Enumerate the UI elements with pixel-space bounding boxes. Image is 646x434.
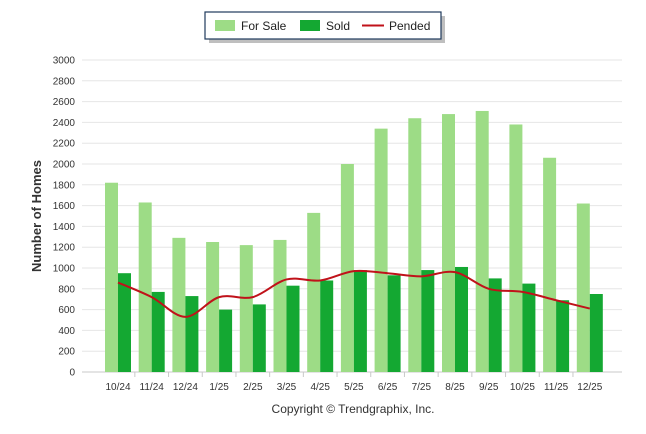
x-tick-label: 6/25 bbox=[378, 382, 398, 393]
x-tick-label: 4/25 bbox=[310, 382, 330, 393]
y-tick-label: 1800 bbox=[53, 180, 76, 191]
bar-sold-1-25 bbox=[219, 309, 233, 372]
bars bbox=[105, 110, 603, 373]
copyright-footer: Copyright © Trendgraphix, Inc. bbox=[272, 402, 435, 416]
legend-item-pended[interactable]: Pended bbox=[362, 19, 430, 33]
bar-sold-6-25 bbox=[387, 275, 401, 372]
y-tick-label: 2800 bbox=[53, 76, 76, 87]
x-axis-ticks: 10/24 11/24 12/24 1/25 2/25 3/25 4/25 5/25 6/25 7… bbox=[105, 372, 603, 393]
y-tick-label: 1400 bbox=[53, 222, 76, 233]
pended-line-layer bbox=[117, 269, 591, 318]
bar-sold-11-24 bbox=[151, 291, 165, 372]
x-tick-label: 9/25 bbox=[479, 382, 499, 393]
x-tick-label: 11/24 bbox=[140, 382, 165, 393]
legend-label: For Sale bbox=[241, 19, 287, 33]
y-axis-ticks: 0 200 400 600 800 1000 1200 1400 1600 1800 2000 220… bbox=[53, 56, 76, 379]
bar-for-sale-7-25 bbox=[408, 118, 422, 373]
bar-for-sale-12-24 bbox=[172, 237, 186, 372]
legend-swatch bbox=[215, 20, 235, 31]
bar-for-sale-6-25 bbox=[374, 128, 388, 372]
bar-for-sale-10-24 bbox=[105, 182, 118, 372]
y-tick-label: 600 bbox=[58, 305, 75, 316]
x-tick-label: 1/25 bbox=[209, 382, 229, 393]
bar-for-sale-1-25 bbox=[206, 242, 220, 372]
x-tick-label: 3/25 bbox=[277, 382, 297, 393]
legend-item-for-sale[interactable]: For Sale bbox=[215, 19, 287, 33]
y-axis-label: Number of Homes bbox=[29, 160, 44, 272]
bar-for-sale-10-25 bbox=[509, 124, 523, 372]
bar-for-sale-11-25 bbox=[543, 157, 557, 372]
x-tick-label: 8/25 bbox=[445, 382, 465, 393]
y-tick-label: 400 bbox=[58, 326, 75, 337]
bar-sold-12-25 bbox=[589, 294, 603, 372]
bar-for-sale-8-25 bbox=[442, 114, 455, 372]
legend-label: Pended bbox=[389, 19, 430, 33]
bar-sold-10-24 bbox=[118, 273, 131, 372]
bar-for-sale-4-25 bbox=[307, 212, 321, 372]
bar-for-sale-5-25 bbox=[340, 164, 354, 372]
bar-sold-11-25 bbox=[556, 300, 570, 372]
legend-swatch bbox=[300, 20, 320, 31]
bar-for-sale-11-24 bbox=[138, 202, 152, 372]
x-tick-label: 12/24 bbox=[173, 382, 198, 393]
legend-item-sold[interactable]: Sold bbox=[300, 19, 350, 33]
bar-sold-8-25 bbox=[455, 266, 468, 372]
bar-for-sale-2-25 bbox=[239, 245, 253, 372]
bar-sold-4-25 bbox=[320, 280, 334, 372]
legend: For Sale Sold Pended bbox=[204, 11, 445, 43]
y-tick-label: 0 bbox=[69, 368, 75, 379]
y-tick-label: 2600 bbox=[53, 97, 76, 108]
y-tick-label: 2000 bbox=[53, 160, 76, 171]
x-tick-label: 11/25 bbox=[544, 382, 569, 393]
x-tick-label: 12/25 bbox=[577, 382, 602, 393]
bar-sold-12-24 bbox=[185, 296, 199, 372]
bar-sold-5-25 bbox=[353, 270, 367, 372]
legend-label: Sold bbox=[326, 19, 350, 33]
y-tick-label: 1200 bbox=[53, 243, 76, 254]
bar-for-sale-9-25 bbox=[475, 110, 489, 373]
y-tick-label: 2200 bbox=[53, 139, 76, 150]
bar-for-sale-3-25 bbox=[273, 239, 287, 372]
bar-for-sale-12-25 bbox=[576, 203, 590, 372]
bar-sold-3-25 bbox=[286, 285, 300, 372]
bar-sold-9-25 bbox=[488, 278, 502, 372]
y-tick-label: 200 bbox=[58, 347, 75, 358]
x-tick-label: 7/25 bbox=[412, 382, 432, 393]
x-tick-label: 10/25 bbox=[510, 382, 535, 393]
x-tick-label: 2/25 bbox=[243, 382, 263, 393]
x-tick-label: 5/25 bbox=[344, 382, 364, 393]
y-tick-label: 800 bbox=[58, 284, 75, 295]
x-tick-label: 10/24 bbox=[105, 382, 130, 393]
y-tick-label: 2400 bbox=[53, 118, 76, 129]
bar-sold-2-25 bbox=[252, 304, 266, 372]
y-tick-label: 3000 bbox=[53, 56, 76, 67]
y-tick-label: 1000 bbox=[53, 264, 76, 275]
pended-line bbox=[117, 269, 591, 318]
bar-sold-10-25 bbox=[522, 283, 536, 372]
bar-sold-7-25 bbox=[421, 270, 435, 372]
y-tick-label: 1600 bbox=[53, 201, 76, 212]
